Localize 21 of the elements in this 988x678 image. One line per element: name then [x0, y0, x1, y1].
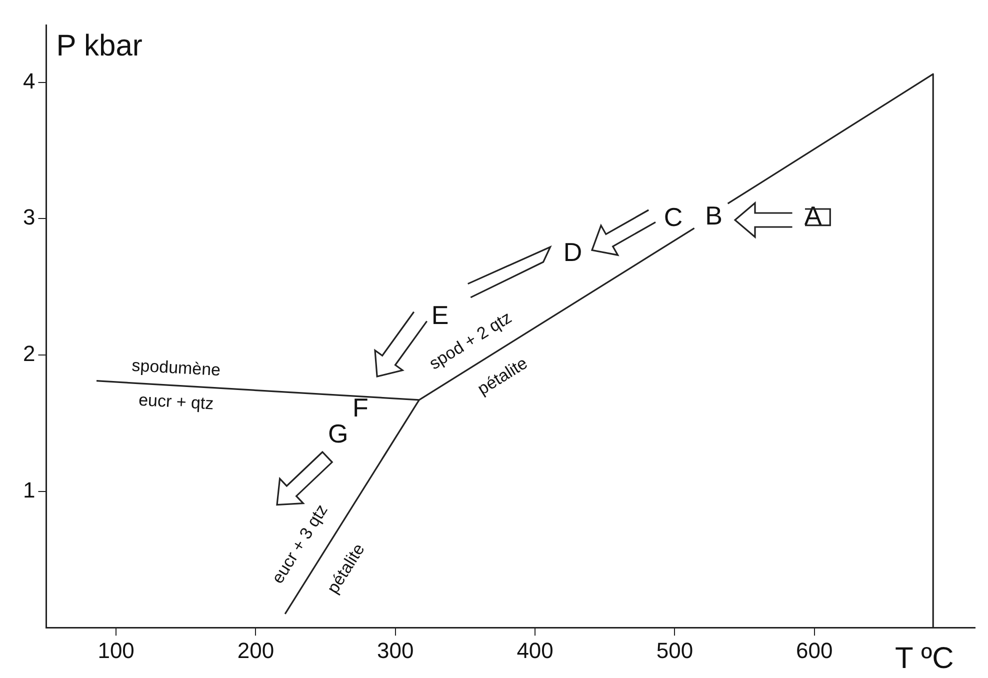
- x-tick-label: 600: [796, 638, 833, 663]
- y-tick-label: 3: [22, 204, 36, 230]
- annotation: A: [804, 200, 822, 230]
- y-axis-title: P kbar: [56, 29, 142, 62]
- x-tick-label: 500: [656, 638, 694, 663]
- annotation: E: [431, 300, 449, 330]
- x-axis-title: T ºC: [895, 642, 954, 675]
- y-tick-label: 4: [22, 68, 36, 94]
- x-tick-label: 300: [377, 638, 414, 663]
- annotation: spodumène: [131, 356, 222, 380]
- annotation: G: [328, 418, 348, 449]
- x-tick-label: 200: [237, 638, 274, 663]
- annotation: B: [705, 200, 722, 230]
- x-tick-label: 400: [516, 638, 554, 663]
- annotation: D: [563, 237, 582, 268]
- annotation: C: [664, 202, 683, 232]
- x-tick-label: 100: [98, 638, 134, 663]
- annotation: eucr + qtz: [138, 390, 214, 414]
- annotation: F: [352, 392, 368, 423]
- y-tick-label: 1: [22, 477, 36, 502]
- y-tick-label: 2: [22, 340, 36, 366]
